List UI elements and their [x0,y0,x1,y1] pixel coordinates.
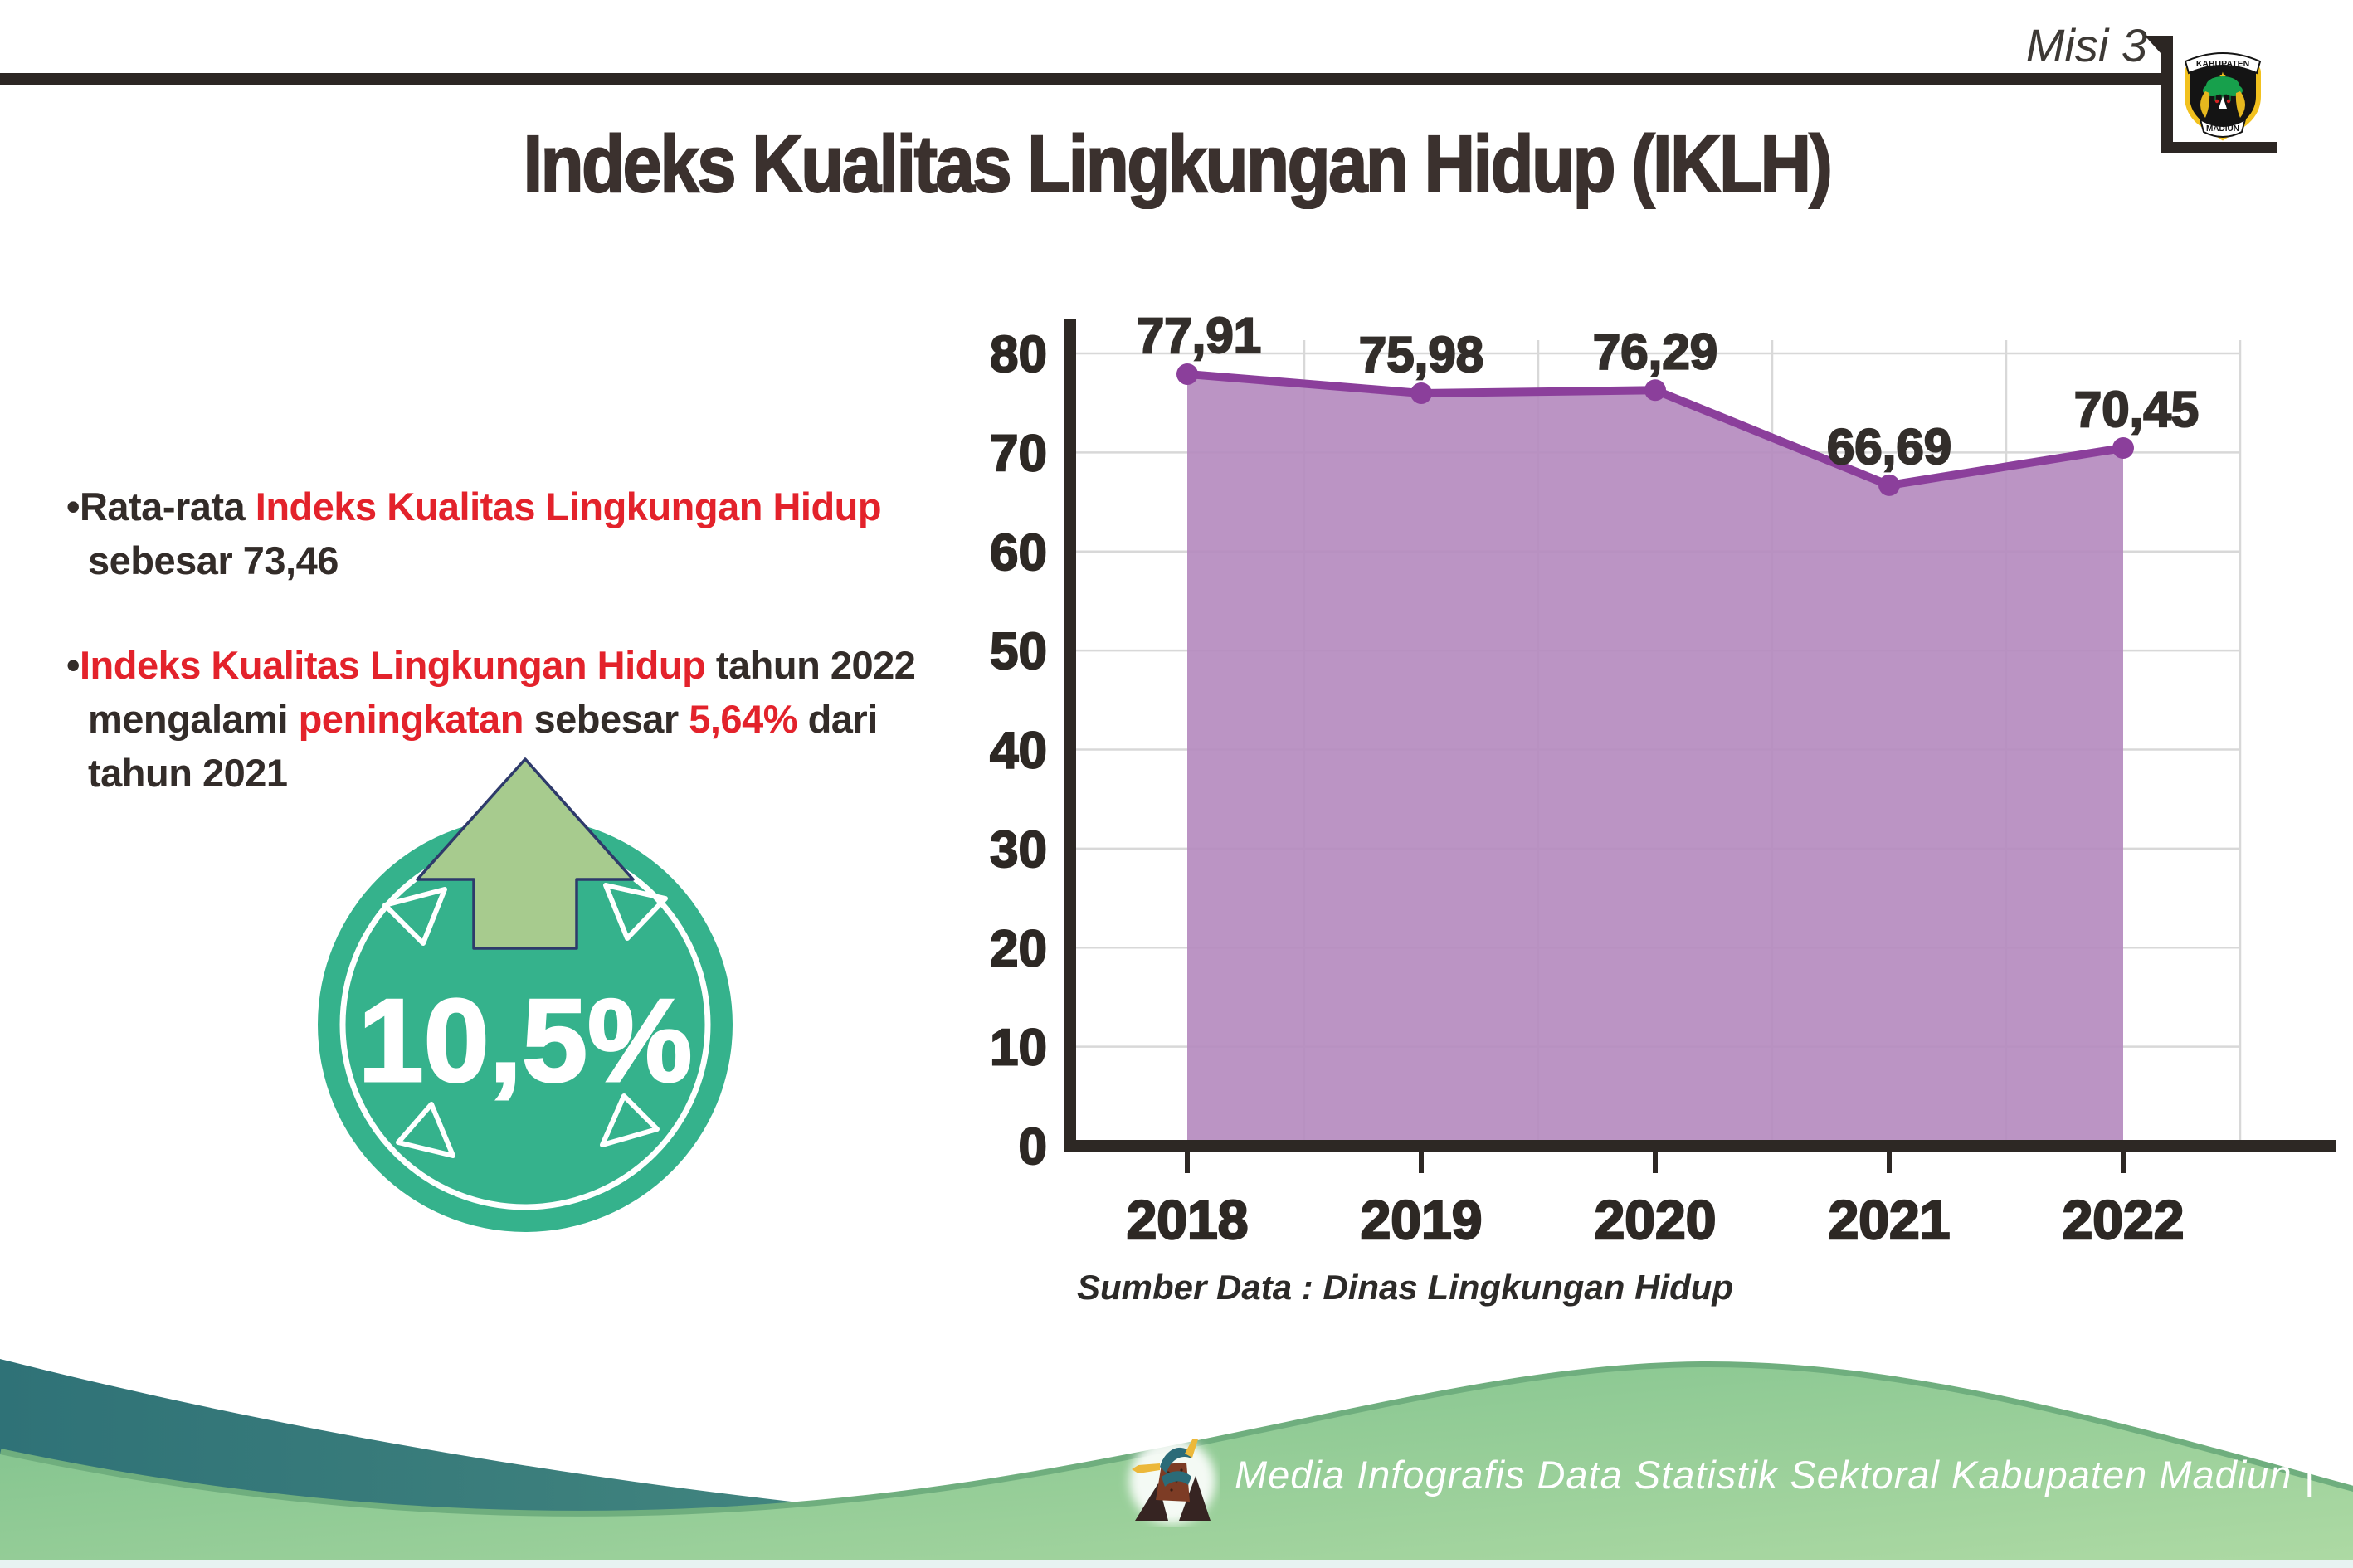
logo-top-text: KABUPATEN [2196,59,2249,69]
x-tick [1185,1152,1190,1173]
bullet2-line2: mengalami peningkatan sebesar 5,64% dari [88,697,878,741]
data-label: 70,45 [2074,382,2199,437]
data-point [1410,382,1432,404]
x-category-label: 2022 [2063,1189,2185,1250]
bullet1-line2: sebesar 73,46 [88,538,339,582]
bullet2-dot: • [66,643,80,687]
logo-bottom-text: MADIUN [2206,124,2239,134]
logo-tree-icon [2203,76,2243,105]
data-label: 77,91 [1137,308,1261,363]
iklh-area-chart: 0 10 20 30 40 50 60 70 80 2018 2019 2020 2021 2022 77,… [989,307,2336,1251]
logo-wings-icon [2200,91,2245,118]
y-tick-label: 50 [990,623,1047,680]
data-label: 75,98 [1359,327,1483,382]
logo-bracket-horizontal [2161,142,2277,153]
bullet1-prefix: •Rata-rata [66,485,256,528]
y-tick-label: 80 [990,326,1047,383]
x-tick [1653,1152,1658,1173]
source-note: Sumber Data : Dinas Lingkungan Hidup [1077,1268,1734,1307]
x-category-label: 2019 [1361,1189,1483,1250]
dancer-mascot-icon [1116,1401,1220,1527]
y-tick-label: 30 [990,821,1047,879]
y-tick-label: 10 [990,1020,1047,1077]
bullet1-highlight: Indeks Kualitas Lingkungan Hidup [255,485,882,528]
bottom-strip [0,1560,2353,1568]
x-tick [2121,1152,2126,1173]
x-tick [1887,1152,1892,1173]
bullet-iklh-increase: •Indeks Kualitas Lingkungan Hidup tahun … [66,638,987,800]
data-point [1644,379,1666,402]
bullet-average-iklh: •Rata-rata Indeks Kualitas Lingkungan Hi… [66,480,987,587]
logo-bracket-vertical [2161,36,2173,153]
iklh-chart-container: 0 10 20 30 40 50 60 70 80 2018 2019 2020 2021 2022 77,… [954,307,2348,1278]
bullet2-highlight1: Indeks Kualitas Lingkungan Hidup [79,643,706,687]
increase-badge: 10,5% [314,743,741,1240]
bullet2-year: tahun 2022 [705,643,916,687]
area-fill [1187,373,2123,1141]
data-point [1878,474,1900,496]
x-category-label: 2021 [1829,1189,1951,1250]
y-tick-label: 40 [990,723,1047,780]
y-tick-label: 0 [1019,1118,1047,1176]
y-tick-label: 20 [990,920,1047,977]
x-category-label: 2020 [1595,1189,1717,1250]
bullet2-line3: tahun 2021 [88,751,288,795]
y-tick-label: 70 [990,425,1047,482]
badge-sparkle-triangles [382,883,668,1158]
logo-emblem [2219,96,2227,109]
y-tick-label: 60 [990,524,1047,582]
x-tick [1419,1152,1424,1173]
misi-label: Misi 3 [2025,19,2147,71]
key-findings: •Rata-rata Indeks Kualitas Lingkungan Hi… [66,480,987,800]
badge-circle [318,817,733,1232]
footer-credit: Media Infografis Data Statistik Sektoral… [1235,1453,2315,1497]
kabupaten-madiun-logo-icon: KABUPATEN ★ MADIUN [2182,43,2263,141]
data-label: 66,69 [1827,419,1951,475]
x-category-label: 2018 [1127,1189,1249,1250]
header-rule [0,73,2163,85]
data-label: 76,29 [1593,324,1717,379]
logo-bracket-notch [2145,36,2161,54]
up-arrow-icon [416,757,635,950]
data-point [1176,363,1198,385]
page-title: Indeks Kualitas Lingkungan Hidup (IKLH) [522,118,1833,210]
x-axis-line [1064,1140,2336,1152]
data-point [2112,437,2134,460]
badge-value: 10,5% [358,975,693,1107]
y-axis-line [1064,319,1076,1149]
logo-star-icon: ★ [2218,70,2228,82]
